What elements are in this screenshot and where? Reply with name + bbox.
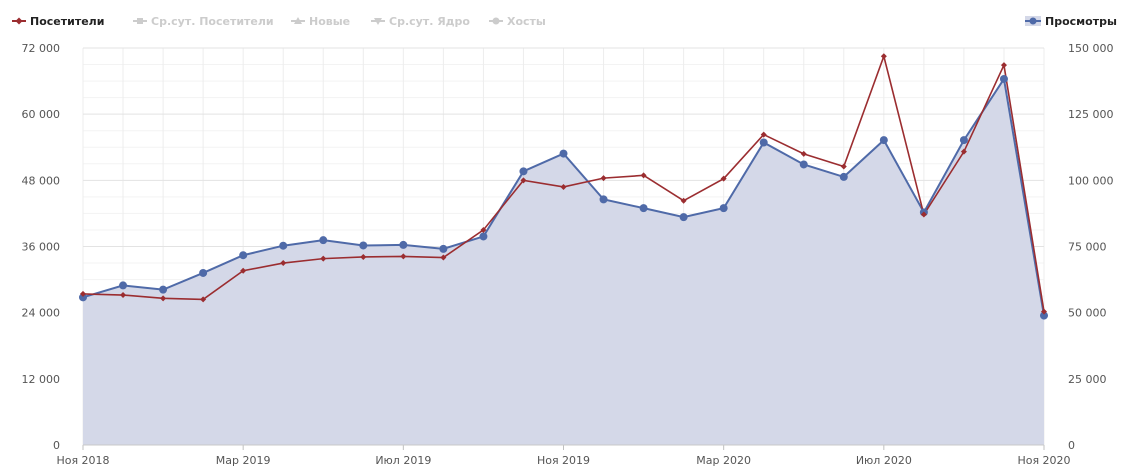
views-point [999, 74, 1008, 83]
legend-label: Ср.сут. Посетители [151, 15, 274, 28]
views-point [719, 204, 728, 213]
visitors-point [440, 254, 447, 261]
circle-icon [1029, 17, 1037, 25]
y-right-tick-label: 25 000 [1068, 373, 1107, 386]
legend-item[interactable]: Новые [291, 15, 350, 28]
views-point [519, 167, 528, 176]
x-tick-label: Июл 2020 [856, 454, 912, 467]
visitors-point [480, 226, 487, 233]
legend-label: Новые [309, 15, 350, 28]
views-point [479, 232, 488, 241]
circle-icon [492, 17, 500, 25]
y-right-tick-label: 125 000 [1068, 108, 1114, 121]
views-point [799, 160, 808, 169]
views-point [279, 241, 288, 250]
views-point [239, 251, 248, 260]
legend-label: Просмотры [1045, 15, 1117, 28]
visitors-point [80, 290, 86, 297]
visitors-point [800, 150, 807, 157]
y-right-tick-label: 75 000 [1068, 241, 1107, 254]
x-tick-label: Мар 2019 [216, 454, 271, 467]
visitors-point [520, 177, 527, 184]
views-point [319, 236, 328, 245]
views-point [1040, 311, 1048, 320]
y-right-tick-label: 100 000 [1068, 174, 1114, 187]
views-point [639, 204, 648, 213]
views-point [159, 285, 168, 294]
y-left-tick-label: 24 000 [22, 307, 61, 320]
visitors-point [280, 260, 287, 267]
diamond-icon [15, 17, 23, 25]
visitors-point [720, 175, 727, 182]
legend-label: Посетители [30, 15, 104, 28]
x-tick-label: Ноя 2020 [1017, 454, 1070, 467]
legend-item[interactable]: Ср.сут. Ядро [371, 15, 470, 28]
x-tick-label: Ноя 2019 [537, 454, 590, 467]
visitors-point [1000, 62, 1007, 69]
visitors-point [840, 163, 847, 170]
views-point [839, 172, 848, 181]
views-point [199, 268, 208, 277]
visitors-point [880, 53, 887, 60]
y-left-tick-label: 48 000 [22, 174, 61, 187]
y-left-tick-label: 12 000 [22, 373, 61, 386]
square-icon [137, 18, 143, 24]
legend-item-views[interactable]: Просмотры [1025, 15, 1117, 28]
y-left-tick-label: 0 [53, 439, 60, 452]
views-point [959, 136, 968, 145]
triangle-down-icon [374, 18, 382, 25]
visitors-point [960, 148, 967, 155]
views-point [399, 240, 408, 249]
legend-label: Ср.сут. Ядро [389, 15, 470, 28]
visitors-point [920, 211, 927, 218]
x-tick-label: Ноя 2018 [56, 454, 109, 467]
visitors-point [200, 296, 207, 303]
views-point [79, 293, 87, 302]
y-right-tick-label: 50 000 [1068, 307, 1107, 320]
visitors-point [320, 255, 327, 262]
views-point [599, 195, 608, 204]
visitors-point [120, 292, 127, 299]
visitors-point [1041, 308, 1047, 315]
y-right-tick-label: 150 000 [1068, 42, 1114, 55]
x-tick-label: Июл 2019 [375, 454, 431, 467]
legend-label: Хосты [507, 15, 546, 28]
views-point [359, 241, 368, 250]
visitors-point [560, 183, 567, 190]
y-left-tick-label: 60 000 [22, 108, 61, 121]
visitors-point [160, 295, 167, 302]
visitors-point [600, 175, 607, 182]
views-point [439, 244, 448, 253]
x-tick-label: Мар 2020 [696, 454, 751, 467]
visitors-point [680, 197, 687, 204]
legend-item[interactable]: Хосты [489, 15, 546, 28]
y-right-tick-label: 0 [1068, 439, 1075, 452]
triangle-icon [294, 17, 302, 24]
visitors-point [400, 253, 407, 260]
legend-item[interactable]: Посетители [12, 15, 104, 28]
legend-item[interactable]: Ср.сут. Посетители [133, 15, 274, 28]
visitors-point [760, 131, 767, 138]
views-point [879, 136, 888, 145]
views-point [119, 281, 128, 290]
y-left-tick-label: 72 000 [22, 42, 61, 55]
views-point [679, 213, 688, 222]
views-point [759, 138, 768, 147]
visitors-point [240, 267, 247, 274]
y-left-tick-label: 36 000 [22, 241, 61, 254]
visitors-point [360, 253, 367, 260]
views-point [559, 149, 568, 158]
visitors-point [640, 172, 647, 179]
views-area [83, 78, 1044, 445]
